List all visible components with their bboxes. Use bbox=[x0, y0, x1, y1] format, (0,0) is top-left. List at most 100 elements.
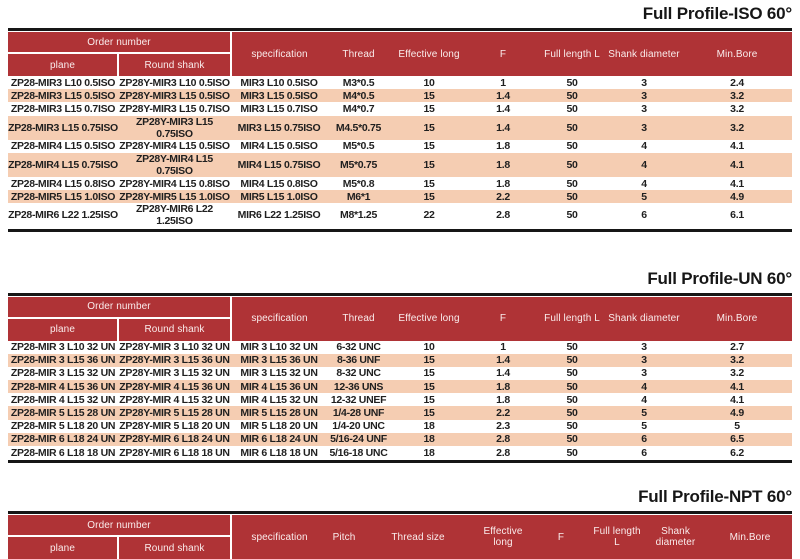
table-cell: 12-36 UNS bbox=[327, 380, 391, 394]
table-cell: 1.8 bbox=[468, 380, 539, 394]
table-cell: 15 bbox=[390, 89, 469, 103]
header-order-number: Order number bbox=[8, 32, 233, 54]
table-cell: 2.3 bbox=[496, 420, 510, 433]
un-table-body: ZP28-MIR 3 L10 32 UN ZP28Y-MIR 3 L10 32 U… bbox=[8, 341, 793, 460]
header-order-number: Order number bbox=[8, 515, 233, 538]
table-cell: MIR5 L15 1.0ISO bbox=[231, 190, 328, 204]
table-cell: MIR3 L10 0.5ISO bbox=[240, 76, 318, 89]
table-cell: ZP28Y-MIR 5 L18 20 UN bbox=[119, 420, 230, 433]
table-cell: 18 bbox=[423, 446, 435, 459]
iso-table-body: ZP28-MIR3 L10 0.5ISO ZP28Y-MIR3 L10 0.5IS… bbox=[8, 76, 793, 228]
header-thread: Thread bbox=[327, 32, 391, 76]
table-cell: 15 bbox=[390, 115, 469, 140]
iso-table-frame: Order number specification Thread Effect… bbox=[8, 28, 793, 232]
un-table-header: Order number specification Thread Effect… bbox=[8, 296, 793, 341]
table-cell: ZP28-MIR 6 L18 18 UN bbox=[10, 446, 116, 459]
table-cell: 15 bbox=[390, 190, 469, 204]
table-cell: ZP28Y-MIR3 L15 0.7ISO bbox=[119, 102, 230, 115]
table-cell: 2.8 bbox=[496, 446, 510, 459]
table-cell: M4*0.5 bbox=[327, 89, 391, 103]
section-title-iso: Full Profile-ISO 60° bbox=[642, 4, 792, 23]
table-cell: 50 bbox=[538, 406, 607, 420]
table-cell: 6.5 bbox=[682, 432, 793, 446]
table-cell: 4.9 bbox=[682, 190, 793, 204]
table-cell: 50 bbox=[538, 152, 607, 177]
table-cell: ZP28Y-MIR 3 L10 32 UN bbox=[119, 341, 230, 354]
table-cell: 6.2 bbox=[730, 446, 744, 459]
header-plane: plane bbox=[8, 536, 119, 559]
section-un: Full Profile-UN 60° Order number specifi… bbox=[8, 268, 792, 464]
table-row: ZP28-MIR 4 L15 32 UN ZP28Y-MIR 4 L15 32 U… bbox=[8, 393, 792, 406]
table-cell: 3 bbox=[606, 115, 683, 140]
table-cell: ZP28Y-MIR 6 L18 24 UN bbox=[118, 432, 232, 446]
table-cell: ZP28-MIR4 L15 0.75ISO bbox=[8, 152, 118, 177]
table-row: ZP28-MIR4 L15 0.5ISO ZP28Y-MIR4 L15 0.5IS… bbox=[8, 140, 792, 153]
table-row: ZP28-MIR 3 L15 36 UN ZP28Y-MIR 3 L15 36 U… bbox=[8, 353, 793, 367]
table-cell: 15 bbox=[423, 102, 435, 115]
table-cell: 50 bbox=[566, 177, 578, 190]
table-cell: 3.2 bbox=[730, 102, 744, 115]
table-cell: MIR 3 L15 32 UN bbox=[240, 367, 318, 380]
header-thread: Thread bbox=[327, 296, 391, 341]
npt-table-frame: Order number specification Pitch Thread … bbox=[8, 511, 793, 559]
header-f: F bbox=[531, 515, 592, 559]
table-cell: 50 bbox=[566, 393, 578, 406]
table-cell: ZP28-MIR3 L15 0.5ISO bbox=[8, 89, 118, 103]
iso-spec-table: Order number specification Thread Effect… bbox=[8, 32, 793, 228]
table-cell: 1.8 bbox=[468, 152, 539, 177]
table-cell: ZP28-MIR 6 L18 24 UN bbox=[8, 432, 118, 446]
table-cell: 4 bbox=[641, 140, 647, 153]
header-min-bore: Min.Bore bbox=[682, 32, 793, 76]
table-cell: 50 bbox=[566, 420, 578, 433]
table-cell: 50 bbox=[538, 432, 607, 446]
section-iso: Full Profile-ISO 60° Order number specif… bbox=[8, 3, 792, 232]
table-cell: M5*0.8 bbox=[342, 177, 375, 190]
table-cell: 50 bbox=[566, 367, 578, 380]
npt-table-header: Order number specification Pitch Thread … bbox=[8, 515, 793, 559]
table-cell: ZP28-MIR 3 L15 32 UN bbox=[10, 367, 116, 380]
table-cell: MIR 3 L10 32 UN bbox=[240, 341, 318, 354]
table-cell: ZP28Y-MIR 3 L15 36 UN bbox=[118, 353, 232, 367]
table-cell: 6 bbox=[641, 446, 647, 459]
header-full-length: Full length L bbox=[538, 32, 607, 76]
header-full-length: Full length L bbox=[591, 515, 644, 559]
table-cell: ZP28Y-MIR 4 L15 32 UN bbox=[119, 393, 230, 406]
table-row: ZP28-MIR5 L15 1.0ISO ZP28Y-MIR5 L15 1.0IS… bbox=[8, 190, 793, 204]
table-cell: 3.2 bbox=[682, 115, 793, 140]
table-cell: 1.8 bbox=[496, 393, 510, 406]
table-cell: 15 bbox=[390, 380, 469, 394]
table-cell: ZP28-MIR 5 L18 20 UN bbox=[10, 420, 116, 433]
header-full-length: Full length L bbox=[538, 296, 607, 341]
table-cell: 10 bbox=[423, 341, 435, 354]
table-cell: 2.2 bbox=[468, 406, 539, 420]
table-cell: ZP28-MIR5 L15 1.0ISO bbox=[8, 190, 118, 204]
npt-spec-table: Order number specification Pitch Thread … bbox=[8, 515, 793, 559]
table-cell: ZP28-MIR4 L15 0.8ISO bbox=[10, 177, 116, 190]
table-cell: 1.8 bbox=[496, 140, 510, 153]
header-shank-diameter: Shank diameter bbox=[606, 296, 683, 341]
table-cell: 15 bbox=[423, 393, 435, 406]
table-cell: MIR6 L22 1.25ISO bbox=[237, 209, 321, 222]
table-cell: MIR 4 L15 32 UN bbox=[240, 393, 318, 406]
header-shank-diameter: Shank diameter bbox=[643, 515, 709, 559]
table-cell: ZP28Y-MIR3 L15 0.5ISO bbox=[118, 89, 232, 103]
header-specification: specification bbox=[231, 515, 328, 559]
table-cell: 4 bbox=[606, 380, 683, 394]
table-cell: 4.1 bbox=[682, 380, 793, 394]
table-cell: 5/16-18 UNC bbox=[329, 446, 388, 459]
table-cell: 15 bbox=[390, 406, 469, 420]
table-cell: 1.4 bbox=[468, 89, 539, 103]
table-cell: ZP28Y-MIR4 L15 0.75ISO bbox=[118, 152, 232, 177]
table-cell: ZP28Y-MIR4 L15 0.8ISO bbox=[119, 177, 230, 190]
table-cell: ZP28Y-MIR 4 L15 36 UN bbox=[118, 380, 232, 394]
header-f: F bbox=[468, 32, 539, 76]
table-cell: MIR3 L15 0.75ISO bbox=[231, 115, 328, 140]
table-cell: 3 bbox=[606, 353, 683, 367]
table-row: ZP28-MIR 6 L18 24 UN ZP28Y-MIR 6 L18 24 U… bbox=[8, 432, 793, 446]
table-cell: 3.2 bbox=[682, 89, 793, 103]
table-cell: ZP28Y-MIR5 L15 1.0ISO bbox=[118, 190, 232, 204]
table-cell: ZP28Y-MIR 5 L15 28 UN bbox=[118, 406, 232, 420]
header-effective-long: Effective long bbox=[475, 515, 532, 559]
un-table-frame: Order number specification Thread Effect… bbox=[8, 292, 793, 464]
table-cell: 50 bbox=[566, 446, 578, 459]
